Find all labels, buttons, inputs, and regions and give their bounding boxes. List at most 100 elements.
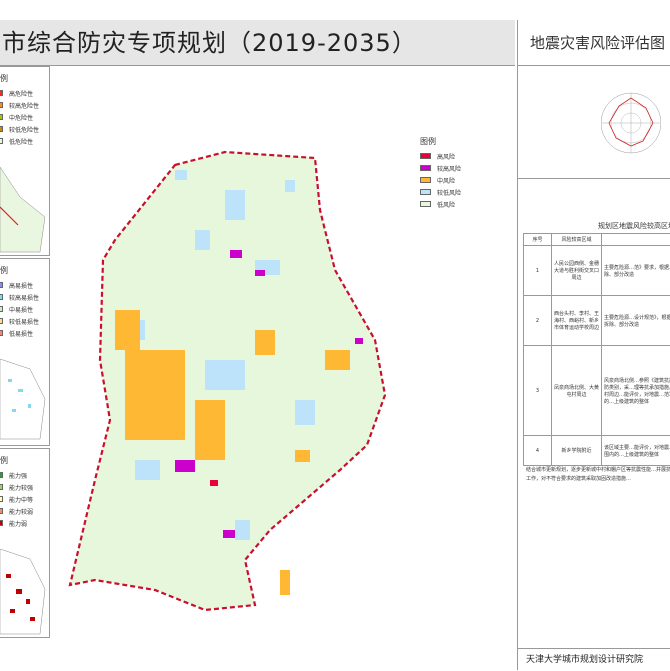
- page-title: 市综合防灾专项规划（2019-2035）: [0, 20, 515, 66]
- row-no: 1: [524, 246, 552, 296]
- legend-main: 图例高风险较高风险中风险较低风险低风险: [420, 136, 461, 210]
- legend-item: 高危险性: [0, 87, 39, 99]
- legend-label: 中易损性: [9, 305, 33, 314]
- legend-label: 低易损性: [9, 329, 33, 338]
- legend-label: 能力较强: [9, 483, 33, 492]
- legend-item: 高风险: [420, 150, 461, 162]
- legend-swatch: [0, 138, 3, 144]
- legend-item: 较高易损性: [0, 291, 39, 303]
- right-panel-title: 地震灾害风险评估图: [517, 20, 670, 66]
- row-desc: 该区域主要…能评价，对地震…范》范围内的…上级建筑的整体: [602, 436, 670, 466]
- legend-item: 中危险性: [0, 111, 39, 123]
- row-desc: 风泉商场北侧…参照《建筑抗震…构设防类别，采…理等抗承加措施。大黄屯村周边…能评…: [602, 346, 670, 436]
- legend-label: 较低危险性: [9, 125, 39, 134]
- capacity-map-panel: 图例能力强能力较强能力中等能力较弱能力弱: [0, 448, 50, 638]
- row-desc: 主要危险源…范》要求，根据…部拆除、部分改造: [602, 246, 670, 296]
- row-area: 新乡学院附近: [552, 436, 602, 466]
- legend-swatch: [0, 282, 3, 288]
- legend-swatch: [0, 294, 3, 300]
- legend-swatch: [0, 330, 3, 336]
- legend-swatch: [0, 90, 3, 96]
- legend-label: 低风险: [437, 200, 455, 209]
- legend-label: 能力较弱: [9, 507, 33, 516]
- row-area: 西台头村、李村、王海村、西峪村、新乡市体育运动学校周边: [552, 296, 602, 346]
- table-title: 规划区地震风险较高区域: [598, 221, 670, 231]
- legend-swatch: [0, 114, 3, 120]
- legend-item: 中风险: [420, 174, 461, 186]
- legend-item: 低风险: [420, 198, 461, 210]
- legend-title: 图例: [0, 73, 39, 84]
- legend-label: 较高危险性: [9, 101, 39, 110]
- legend-capacity: 图例能力强能力较强能力中等能力较弱能力弱: [0, 455, 33, 529]
- legend-swatch: [0, 102, 3, 108]
- col-header-area: 风险较高区域: [552, 234, 602, 246]
- row-no: 2: [524, 296, 552, 346]
- legend-label: 高易损性: [9, 281, 33, 290]
- legend-swatch: [0, 306, 3, 312]
- legend-swatch: [0, 520, 3, 526]
- legend-title: 图例: [0, 265, 39, 276]
- legend-item: 能力中等: [0, 493, 33, 505]
- legend-item: 较高危险性: [0, 99, 39, 111]
- legend-swatch: [420, 189, 431, 195]
- risk-map: [55, 140, 415, 640]
- legend-item: 能力强: [0, 469, 33, 481]
- legend-item: 较低风险: [420, 186, 461, 198]
- table-row: 1人民公园西侧、金穗大道与胜利街交叉口周边主要危险源…范》要求，根据…部拆除、部…: [524, 246, 670, 296]
- legend-swatch: [0, 508, 3, 514]
- high-risk-areas: [210, 480, 218, 486]
- row-no: 3: [524, 346, 552, 436]
- legend-item: 能力较强: [0, 481, 33, 493]
- legend-label: 能力弱: [9, 519, 27, 528]
- legend-label: 较高易损性: [9, 293, 39, 302]
- legend-swatch: [420, 201, 431, 207]
- legend-swatch: [0, 126, 3, 132]
- vulnerability-map-panel: 图例高易损性较高易损性中易损性较低易损性低易损性: [0, 258, 50, 446]
- table-row: 3凤泉商场北侧、大黄屯村周边风泉商场北侧…参照《建筑抗震…构设防类别，采…理等抗…: [524, 346, 670, 436]
- seismic-rose-chart: [601, 86, 661, 161]
- planning-note: 结合城市更新规划，逐步更新城中村和棚户区等抗震性能…并展抗震鉴定工作，对不符合要…: [526, 466, 670, 484]
- legend-swatch: [0, 318, 3, 324]
- legend-label: 中危险性: [9, 113, 33, 122]
- legend-label: 较低风险: [437, 188, 461, 197]
- row-desc: 主要危险源…设计规范》，根据…全部拆除、部分改造: [602, 296, 670, 346]
- legend-label: 较低易损性: [9, 317, 39, 326]
- legend-title: 图例: [0, 455, 33, 466]
- legend-item: 能力较弱: [0, 505, 33, 517]
- legend-swatch: [420, 177, 431, 183]
- legend-item: 低危险性: [0, 135, 39, 147]
- footer-institute: 天津大学城市规划设计研究院: [518, 648, 670, 670]
- legend-label: 能力中等: [9, 495, 33, 504]
- legend-label: 高风险: [437, 152, 455, 161]
- legend-item: 中易损性: [0, 303, 39, 315]
- legend-item: 低易损性: [0, 327, 39, 339]
- legend-swatch: [420, 153, 431, 159]
- legend-item: 较高风险: [420, 162, 461, 174]
- legend-item: 能力弱: [0, 517, 33, 529]
- legend-vulnerability: 图例高易损性较高易损性中易损性较低易损性低易损性: [0, 265, 39, 339]
- legend-item: 较低危险性: [0, 123, 39, 135]
- legend-item: 高易损性: [0, 279, 39, 291]
- col-header-desc: [602, 234, 670, 246]
- col-header-no: 序号: [524, 234, 552, 246]
- legend-swatch: [420, 165, 431, 171]
- legend-label: 高危险性: [9, 89, 33, 98]
- legend-label: 能力强: [9, 471, 27, 480]
- legend-label: 中风险: [437, 176, 455, 185]
- legend-swatch: [0, 472, 3, 478]
- legend-title: 图例: [420, 136, 461, 147]
- legend-swatch: [0, 496, 3, 502]
- row-no: 4: [524, 436, 552, 466]
- row-area: 人民公园西侧、金穗大道与胜利街交叉口周边: [552, 246, 602, 296]
- row-area: 凤泉商场北侧、大黄屯村周边: [552, 346, 602, 436]
- legend-item: 较低易损性: [0, 315, 39, 327]
- legend-label: 较高风险: [437, 164, 461, 173]
- legend-swatch: [0, 484, 3, 490]
- legend-label: 低危险性: [9, 137, 33, 146]
